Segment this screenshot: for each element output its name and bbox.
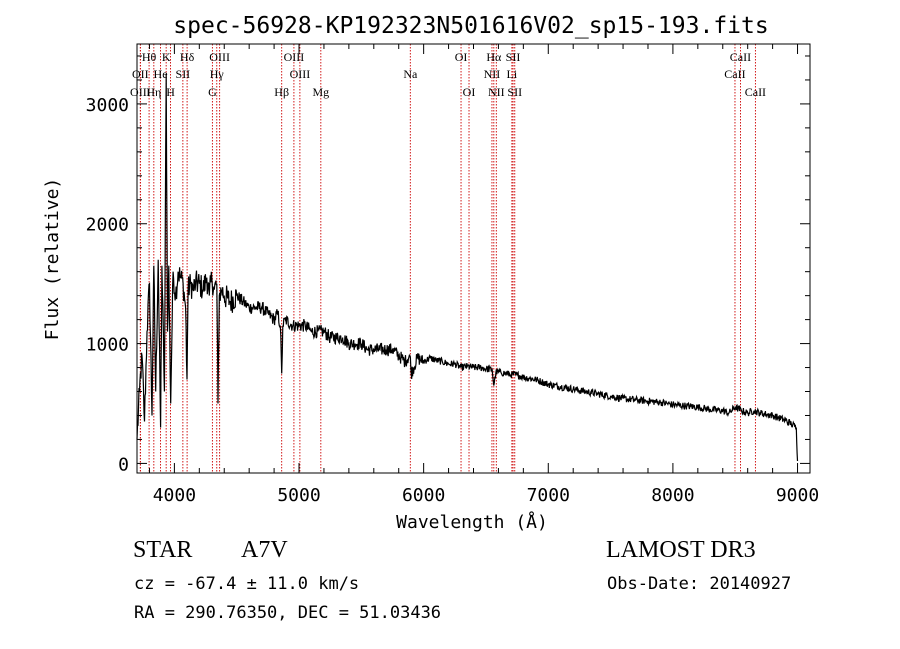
survey-name: LAMOST DR3 [606, 537, 756, 563]
x-tick-label-2: 6000 [402, 485, 445, 506]
line-label-17: CaII [724, 67, 745, 81]
line-label-16: Li [507, 67, 518, 81]
line-label-27: CaII [745, 85, 766, 99]
sky-coordinates: RA = 290.76350, DEC = 51.03436 [134, 603, 442, 623]
x-axis-ticks: 4000 5000 6000 7000 8000 9000 [148, 44, 819, 506]
line-label-9: OII [132, 67, 149, 81]
x-tick-label-5: 9000 [776, 485, 819, 506]
chart-title: spec-56928-KP192323N501616V02_sp15-193.f… [173, 13, 768, 39]
line-label-10: He [154, 67, 168, 81]
y-axis-label: Flux (relative) [42, 178, 63, 341]
line-label-2: Hδ [180, 50, 195, 64]
line-label-23: Mg [312, 85, 329, 99]
line-label-19: Hη [146, 85, 161, 99]
spectral-subclass: A7V [241, 537, 288, 563]
y-tick-label-1: 1000 [86, 335, 129, 356]
y-tick-label-2: 2000 [86, 215, 129, 236]
x-tick-label-4: 8000 [651, 485, 694, 506]
line-label-12: Hγ [210, 67, 225, 81]
y-axis-ticks: 0 1000 2000 3000 [86, 55, 810, 475]
redshift-velocity: cz = -67.4 ± 11.0 km/s [134, 574, 360, 594]
line-label-4: OIII [284, 50, 305, 64]
line-label-18: OIII [130, 85, 151, 99]
line-label-15: NII [484, 67, 501, 81]
line-label-26: SII [507, 85, 522, 99]
x-tick-label-1: 5000 [277, 485, 320, 506]
x-axis-label: Wavelength (Å) [396, 511, 548, 533]
line-label-8: CaII [730, 50, 751, 64]
line-label-24: OI [463, 85, 476, 99]
y-tick-label-3: 3000 [86, 95, 129, 116]
observation-date: Obs-Date: 20140927 [607, 574, 792, 594]
line-label-5: OI [455, 50, 468, 64]
line-label-20: H [166, 85, 175, 99]
spectral-line-markers [139, 44, 756, 473]
line-label-11: SII [176, 67, 191, 81]
line-label-14: Na [403, 67, 418, 81]
line-label-6: Hα [486, 50, 502, 64]
line-label-7: SII [506, 50, 521, 64]
line-label-13: OIII [290, 67, 311, 81]
x-tick-label-3: 7000 [527, 485, 570, 506]
object-class: STAR [133, 537, 193, 563]
line-label-25: NII [488, 85, 505, 99]
spectrum-series-line [136, 73, 799, 462]
line-label-3: OIII [209, 50, 230, 64]
spectral-line-labels: Hθ K Hδ OIII OIII OI Hα SII CaII OII He SII Hγ OIII Na… [130, 50, 766, 99]
y-tick-label-0: 0 [118, 454, 129, 475]
line-label-0: Hθ [142, 50, 157, 64]
x-tick-label-0: 4000 [153, 485, 196, 506]
line-label-1: K [162, 50, 171, 64]
line-label-22: Hβ [274, 85, 289, 99]
line-label-21: G [208, 85, 217, 99]
